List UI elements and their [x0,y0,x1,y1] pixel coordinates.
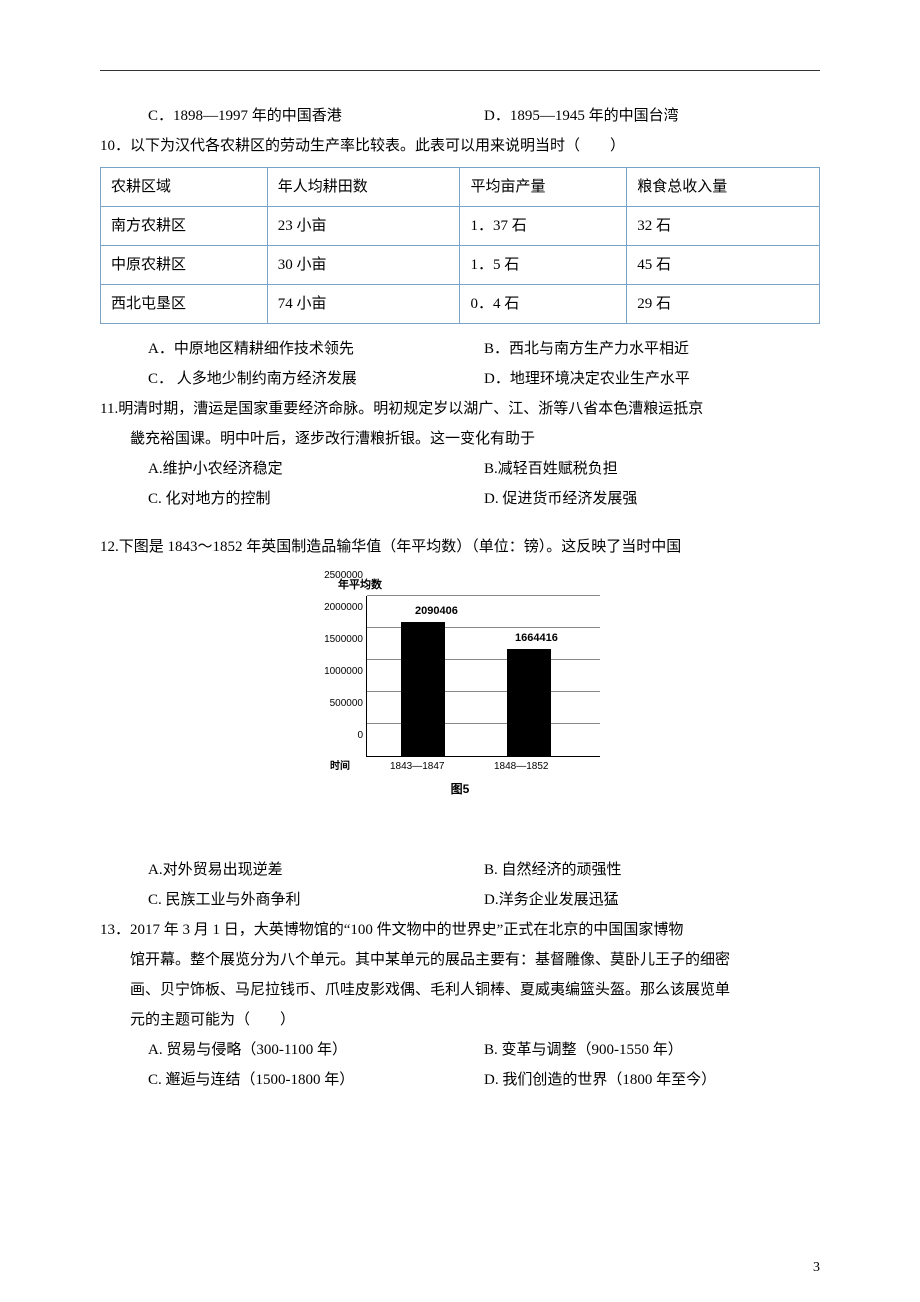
chart-bar-2 [507,649,551,756]
q11-option-a: A.维护小农经济稳定 [148,454,484,484]
q9-options-row: C．1898—1997 年的中国香港 D．1895—1945 年的中国台湾 [100,101,820,131]
q13-option-a: A. 贸易与侵略（300-1100 年） [148,1035,484,1065]
page-number: 3 [813,1254,820,1282]
table-row: 西北屯垦区 74 小亩 0．4 石 29 石 [101,285,820,324]
chart-ytitle: 年平均数 [338,574,610,596]
ytick-label: 500000 [311,694,363,714]
td: 32 石 [627,207,820,246]
q11-options-row2: C. 化对地方的控制 D. 促进货币经济发展强 [100,484,820,514]
q12-option-d: D.洋务企业发展迅猛 [484,885,820,915]
chart-xaxis: 时间 1843—1847 1848—1852 [366,757,600,775]
q12-option-a: A.对外贸易出现逆差 [148,855,484,885]
q10-options-row1: A．中原地区精耕细作技术领先 B．西北与南方生产力水平相近 [100,334,820,364]
grid-line [367,595,600,596]
td: 45 石 [627,246,820,285]
ytick-label: 2000000 [311,598,363,618]
q13-stem-line4: 元的主题可能为（ ） [100,1005,820,1035]
th: 年人均耕田数 [267,168,460,207]
chart-bar-1-value: 2090406 [415,600,458,622]
q12-options-row2: C. 民族工业与外商争利 D.洋务企业发展迅猛 [100,885,820,915]
chart-plot-area: 0 500000 1000000 1500000 2000000 2500000… [366,596,600,757]
q13-options-row2: C. 邂逅与连结（1500-1800 年） D. 我们创造的世界（1800 年至… [100,1065,820,1095]
q11-stem-line2: 畿充裕国课。明中叶后，逐步改行漕粮折银。这一变化有助于 [100,424,820,454]
q13-stem-line1: 13．2017 年 3 月 1 日，大英博物馆的“100 件文物中的世界史”正式… [100,915,820,945]
td: 29 石 [627,285,820,324]
spacer [100,514,820,532]
td: 0．4 石 [460,285,627,324]
th: 平均亩产量 [460,168,627,207]
q12-option-c: C. 民族工业与外商争利 [148,885,484,915]
q13-options-row1: A. 贸易与侵略（300-1100 年） B. 变革与调整（900-1550 年… [100,1035,820,1065]
q13-option-b: B. 变革与调整（900-1550 年） [484,1035,820,1065]
td: 1．37 石 [460,207,627,246]
table-row: 中原农耕区 30 小亩 1．5 石 45 石 [101,246,820,285]
ytick-label: 2500000 [311,566,363,586]
ytick-label: 1500000 [311,630,363,650]
td: 西北屯垦区 [101,285,268,324]
th: 粮食总收入量 [627,168,820,207]
td: 74 小亩 [267,285,460,324]
td: 30 小亩 [267,246,460,285]
q11-options-row1: A.维护小农经济稳定 B.减轻百姓赋税负担 [100,454,820,484]
xaxis-origin-label: 时间 [330,757,350,777]
td: 23 小亩 [267,207,460,246]
q12-option-b: B. 自然经济的顽强性 [484,855,820,885]
q13-option-c: C. 邂逅与连结（1500-1800 年） [148,1065,484,1095]
q9-option-d: D．1895—1945 年的中国台湾 [484,101,820,131]
xaxis-label-2: 1848—1852 [494,757,549,777]
q11-option-b: B.减轻百姓赋税负担 [484,454,820,484]
q13-stem-line3: 画、贝宁饰板、马尼拉钱币、爪哇皮影戏偶、毛利人铜棒、夏威夷编篮头盔。那么该展览单 [100,975,820,1005]
q10-option-d: D．地理环境决定农业生产水平 [484,364,820,394]
q11-option-c: C. 化对地方的控制 [148,484,484,514]
spacer [100,805,820,855]
q11-option-d: D. 促进货币经济发展强 [484,484,820,514]
table-row: 南方农耕区 23 小亩 1．37 石 32 石 [101,207,820,246]
q9-option-c: C．1898—1997 年的中国香港 [148,101,484,131]
td: 南方农耕区 [101,207,268,246]
chart-bar-1 [401,622,445,756]
td: 中原农耕区 [101,246,268,285]
q13-option-d: D. 我们创造的世界（1800 年至今） [484,1065,820,1095]
q12-stem: 12.下图是 1843～1852 年英国制造品输华值（年平均数）（单位：镑）。这… [100,532,820,562]
table-row: 农耕区域 年人均耕田数 平均亩产量 粮食总收入量 [101,168,820,207]
th: 农耕区域 [101,168,268,207]
ytick-label: 0 [311,726,363,746]
chart-bar-2-value: 1664416 [515,627,558,649]
q10-option-b: B．西北与南方生产力水平相近 [484,334,820,364]
q13-stem-line2: 馆开幕。整个展览分为八个单元。其中某单元的展品主要有：基督雕像、莫卧儿王子的细密 [100,945,820,975]
q10-stem: 10．以下为汉代各农耕区的劳动生产率比较表。此表可以用来说明当时（ ） [100,131,820,161]
td: 1．5 石 [460,246,627,285]
q10-option-a: A．中原地区精耕细作技术领先 [148,334,484,364]
ytick-label: 1000000 [311,662,363,682]
q10-option-c: C． 人多地少制约南方经济发展 [148,364,484,394]
exam-page: C．1898—1997 年的中国香港 D．1895—1945 年的中国台湾 10… [0,0,920,1302]
top-rule [100,70,820,71]
chart-caption: 图5 [310,777,610,801]
xaxis-label-1: 1843—1847 [390,757,445,777]
q11-stem-line1: 11.明清时期，漕运是国家重要经济命脉。明初规定岁以湖广、江、浙等八省本色漕粮运… [100,394,820,424]
q12-chart: 年平均数 0 500000 1000000 1500000 2000000 25… [310,574,610,801]
q10-options-row2: C． 人多地少制约南方经济发展 D．地理环境决定农业生产水平 [100,364,820,394]
q10-table: 农耕区域 年人均耕田数 平均亩产量 粮食总收入量 南方农耕区 23 小亩 1．3… [100,167,820,324]
q12-options-row1: A.对外贸易出现逆差 B. 自然经济的顽强性 [100,855,820,885]
